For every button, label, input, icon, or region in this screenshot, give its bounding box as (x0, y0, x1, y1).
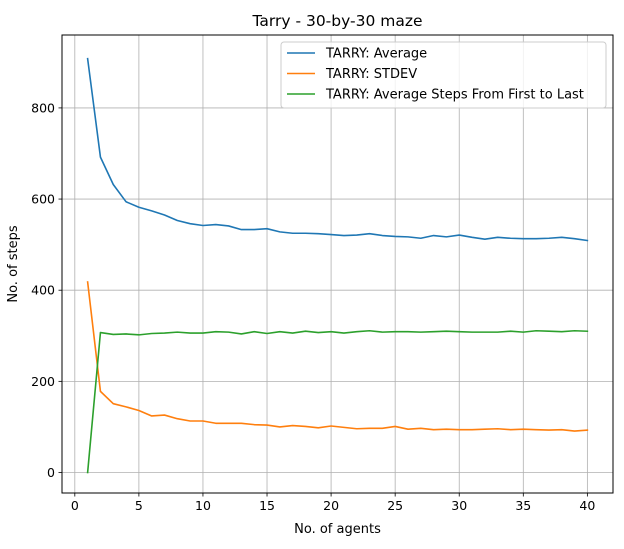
y-tick-label: 200 (31, 374, 55, 389)
x-tick-label: 35 (515, 498, 531, 513)
x-tick-label: 40 (579, 498, 595, 513)
legend-box (280, 41, 607, 109)
series-3-line (86, 329, 589, 474)
chart-title: Tarry - 30-by-30 maze (251, 12, 422, 30)
series-1-legend-label: TARRY: Average (325, 47, 427, 62)
y-axis-label: No. of steps (6, 225, 21, 302)
series-2-legend-label: TARRY: STDEV (325, 67, 417, 82)
x-tick-label: 10 (195, 498, 211, 513)
series-1-line (86, 57, 589, 242)
series-3-legend-label: TARRY: Average Steps From First to Last (325, 88, 584, 103)
x-tick-label: 25 (387, 498, 403, 513)
x-tick-label: 20 (323, 498, 339, 513)
legend: TARRY: Average TARRY: STDEV TARRY: Average… (280, 41, 607, 109)
series-lines (86, 57, 589, 474)
y-tick-label: 800 (31, 100, 55, 115)
y-tick-label: 0 (47, 465, 55, 480)
y-tick-label: 400 (31, 283, 55, 298)
x-tick-label: 0 (71, 498, 79, 513)
plot-frame (61, 34, 614, 494)
x-tick-label: 30 (451, 498, 467, 513)
x-tick-label: 15 (259, 498, 275, 513)
series-2-line (86, 281, 589, 432)
x-axis-label: No. of agents (294, 522, 381, 537)
y-tick-label: 600 (31, 192, 55, 207)
x-tick-label: 5 (135, 498, 143, 513)
